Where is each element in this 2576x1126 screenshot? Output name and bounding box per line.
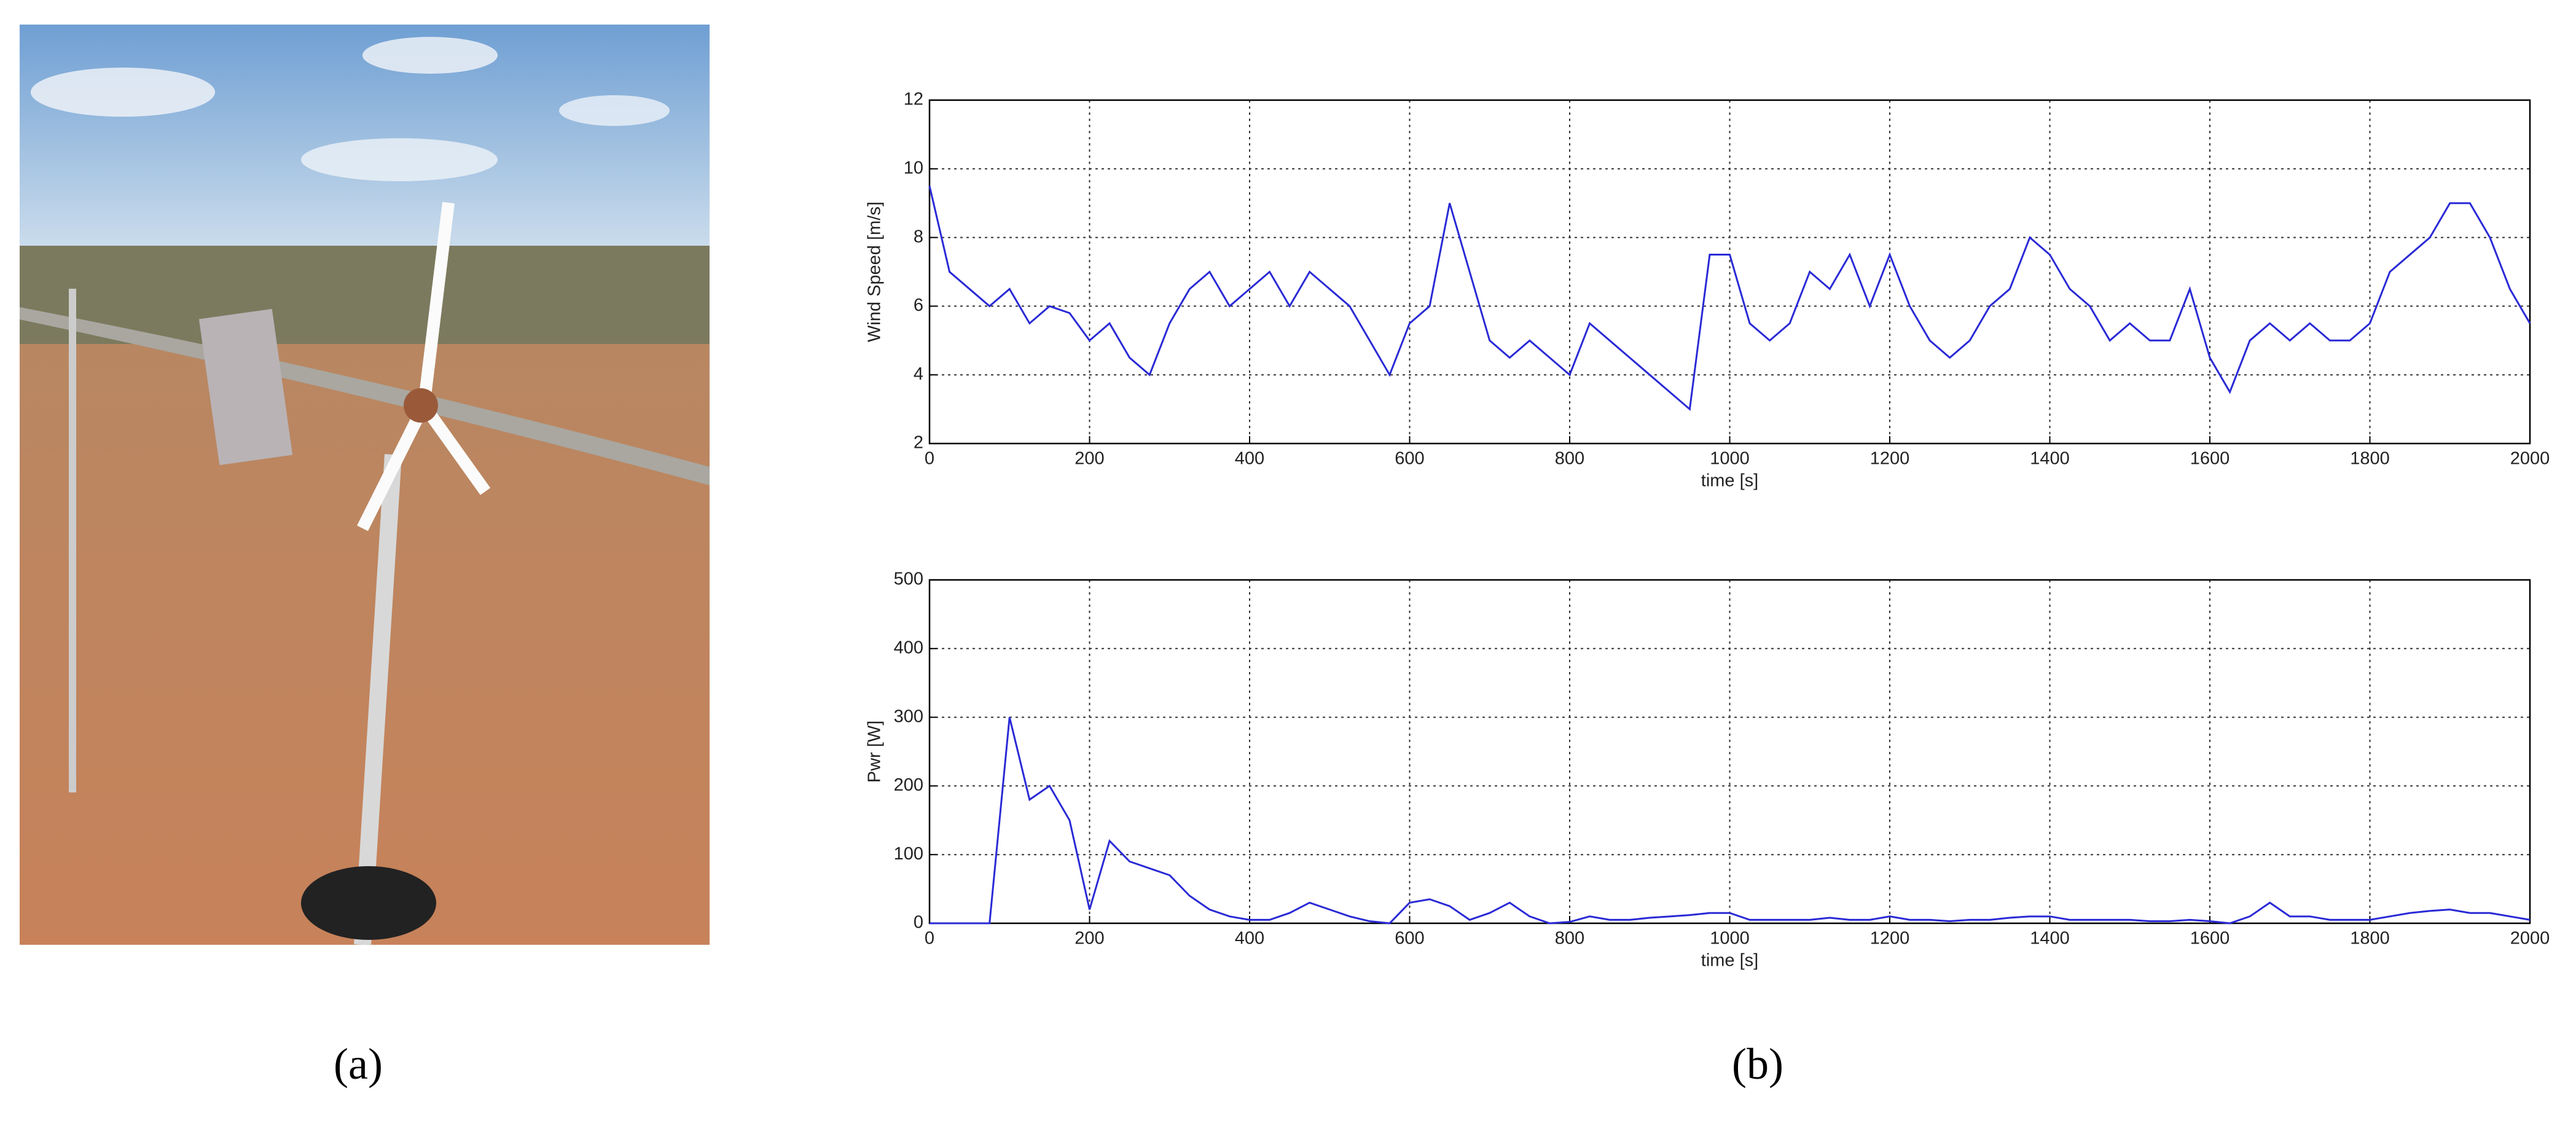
y-tick-label: 0 (914, 913, 923, 932)
x-tick-label: 400 (1235, 449, 1264, 469)
y-tick-label: 500 (894, 569, 923, 589)
x-tick-label: 200 (1075, 449, 1104, 469)
x-tick-label: 400 (1235, 929, 1264, 948)
x-tick-label: 800 (1555, 929, 1584, 948)
photo (20, 25, 710, 945)
x-tick-label: 1000 (1710, 449, 1750, 469)
x-axis-label: time [s] (1701, 951, 1758, 971)
y-tick-label: 4 (914, 364, 923, 384)
data-line (928, 186, 2531, 412)
x-tick-label: 200 (1075, 929, 1104, 948)
x-tick-label: 600 (1395, 929, 1424, 948)
x-tick-label: 1600 (2190, 929, 2230, 948)
axes-box (928, 99, 2531, 445)
x-tick-label: 2000 (2510, 449, 2550, 469)
x-tick-label: 800 (1555, 449, 1584, 469)
x-tick-label: 1200 (1870, 929, 1910, 948)
x-tick-label: 600 (1395, 449, 1424, 469)
y-tick-label: 400 (894, 638, 923, 657)
y-tick-label: 100 (894, 844, 923, 864)
x-axis-label: time [s] (1701, 471, 1758, 491)
x-tick-label: 1400 (2030, 929, 2070, 948)
y-tick-label: 2 (914, 433, 923, 453)
x-tick-label: 0 (925, 929, 934, 948)
y-tick-label: 10 (904, 158, 923, 178)
data-line (930, 717, 2531, 925)
x-tick-label: 0 (925, 449, 934, 469)
x-tick-label: 2000 (2510, 929, 2550, 948)
x-tick-label: 1400 (2030, 449, 2070, 469)
y-axis-label: Pwr [W] (865, 721, 885, 783)
x-tick-label: 1600 (2190, 449, 2230, 469)
x-tick-label: 1000 (1710, 929, 1750, 948)
y-axis-label: Wind Speed [m/s] (865, 201, 885, 342)
x-tick-label: 1800 (2350, 449, 2390, 469)
y-tick-label: 8 (914, 227, 923, 246)
y-tick-label: 200 (894, 775, 923, 795)
axes-box (928, 579, 2531, 925)
panel-label: (a) (334, 1039, 383, 1089)
y-tick-label: 300 (894, 706, 923, 726)
x-tick-label: 1200 (1870, 449, 1910, 469)
x-tick-label: 1800 (2350, 929, 2390, 948)
y-tick-label: 12 (904, 90, 923, 109)
panel-label: (b) (1732, 1039, 1783, 1089)
y-tick-label: 6 (914, 295, 923, 315)
